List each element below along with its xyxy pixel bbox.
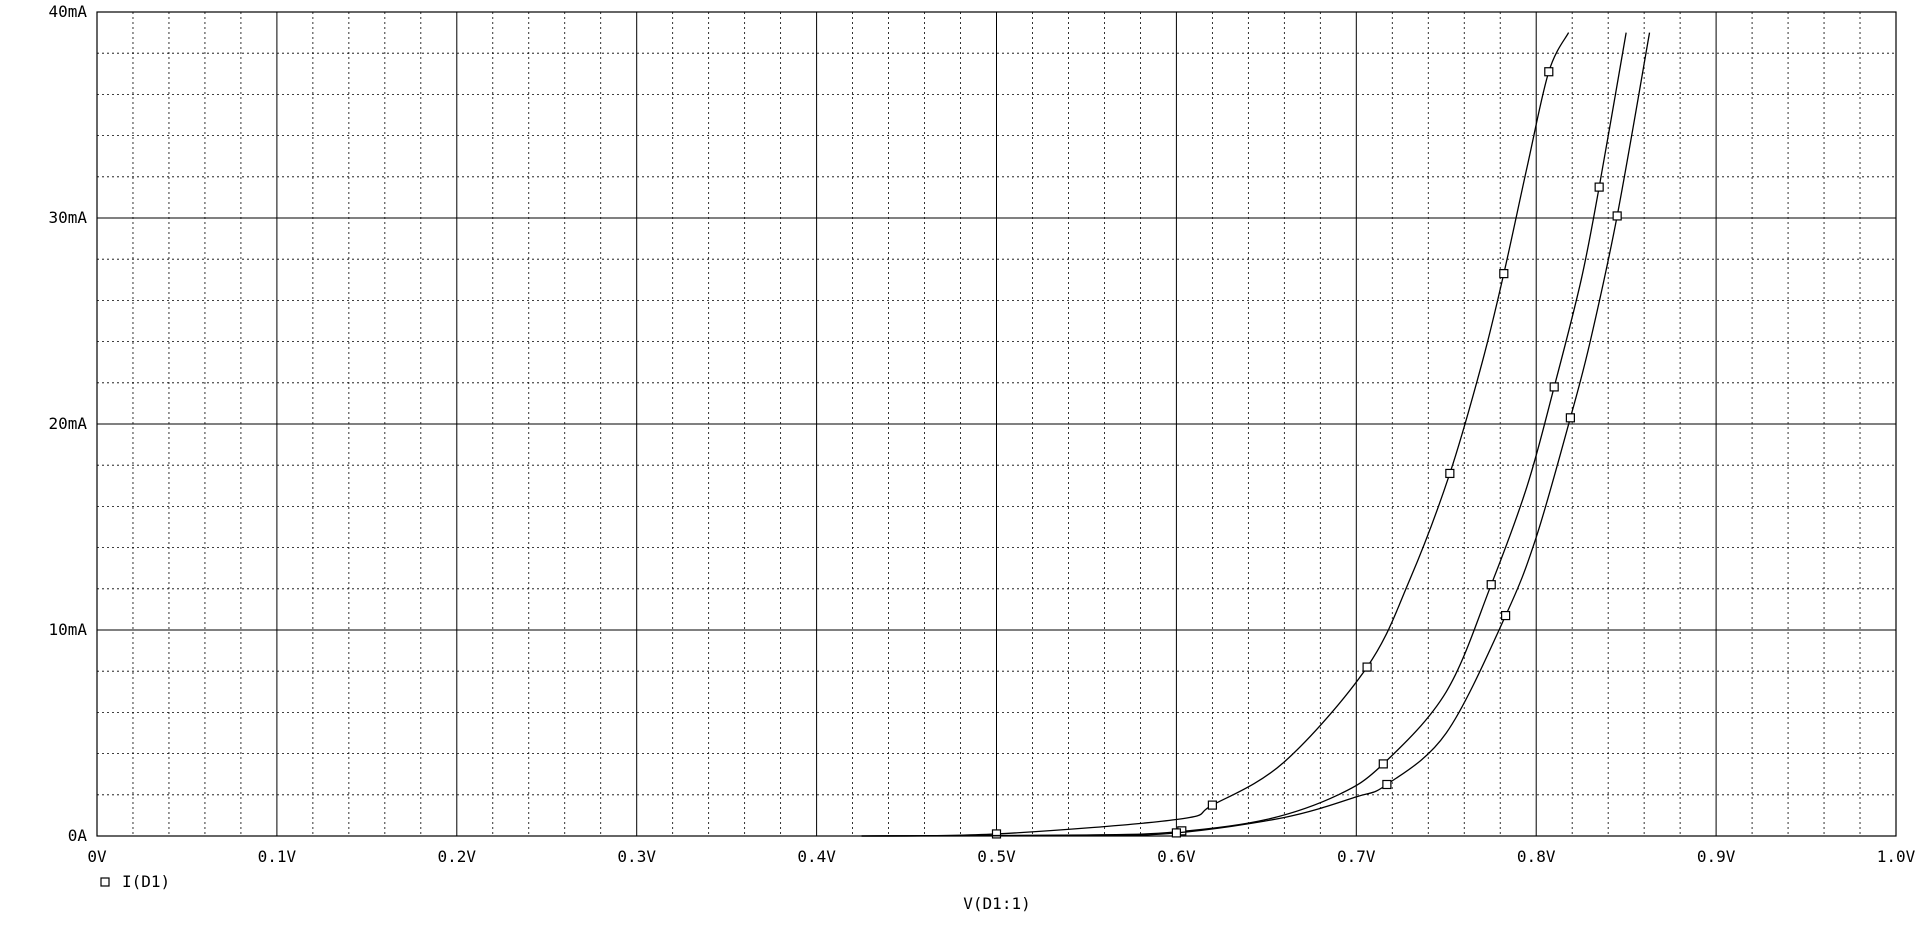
x-axis-label: V(D1:1) bbox=[963, 894, 1030, 913]
x-tick-label: 1.0V bbox=[1877, 847, 1916, 866]
series-marker-1 bbox=[991, 829, 1002, 839]
legend: I(D1) bbox=[100, 872, 170, 891]
series-marker-3 bbox=[1565, 413, 1575, 423]
series-marker-3 bbox=[1171, 828, 1182, 838]
series-marker-2 bbox=[1594, 182, 1604, 192]
x-tick-label: 0.7V bbox=[1337, 847, 1376, 866]
series-marker-2 bbox=[1486, 580, 1496, 590]
x-tick-label: 0.6V bbox=[1157, 847, 1196, 866]
x-tick-label: 0V bbox=[87, 847, 107, 866]
legend-marker-square bbox=[100, 877, 110, 887]
x-tick-label: 0.4V bbox=[797, 847, 836, 866]
y-tick-labels: 0A 10mA 20mA 30mA 40mA bbox=[48, 2, 87, 845]
series-marker-1 bbox=[1207, 800, 1217, 810]
x-tick-label: 0.5V bbox=[977, 847, 1016, 866]
series-line-3 bbox=[861, 32, 1651, 837]
series-marker-1 bbox=[1445, 468, 1455, 479]
series-marker-1 bbox=[1362, 662, 1372, 672]
legend-label: I(D1) bbox=[122, 872, 170, 891]
series-marker-3 bbox=[1382, 779, 1392, 790]
x-tick-label: 0.3V bbox=[617, 847, 656, 866]
y-tick-label: 0A bbox=[68, 826, 88, 845]
series-marker-1 bbox=[1499, 269, 1509, 279]
series-marker-2 bbox=[1549, 382, 1559, 392]
y-tick-label: 20mA bbox=[48, 414, 87, 433]
x-tick-label: 0.8V bbox=[1517, 847, 1556, 866]
series-group bbox=[861, 32, 1651, 839]
series-marker-3 bbox=[1501, 610, 1511, 621]
x-tick-labels: 0V 0.1V 0.2V 0.3V 0.4V 0.5V 0.6V 0.7V 0.8V 0.9V 1.… bbox=[87, 847, 1915, 866]
series-line-2 bbox=[861, 32, 1627, 837]
major-grid bbox=[97, 12, 1896, 836]
series-marker-3 bbox=[1612, 211, 1622, 221]
series-line-1 bbox=[861, 32, 1570, 837]
series-marker-2 bbox=[1378, 759, 1388, 769]
x-tick-label: 0.1V bbox=[258, 847, 297, 866]
series-marker-1 bbox=[1544, 67, 1554, 77]
x-tick-label: 0.9V bbox=[1697, 847, 1736, 866]
y-tick-label: 40mA bbox=[48, 2, 87, 21]
y-tick-label: 10mA bbox=[48, 620, 87, 639]
y-tick-label: 30mA bbox=[48, 208, 87, 227]
x-tick-label: 0.2V bbox=[438, 847, 477, 866]
